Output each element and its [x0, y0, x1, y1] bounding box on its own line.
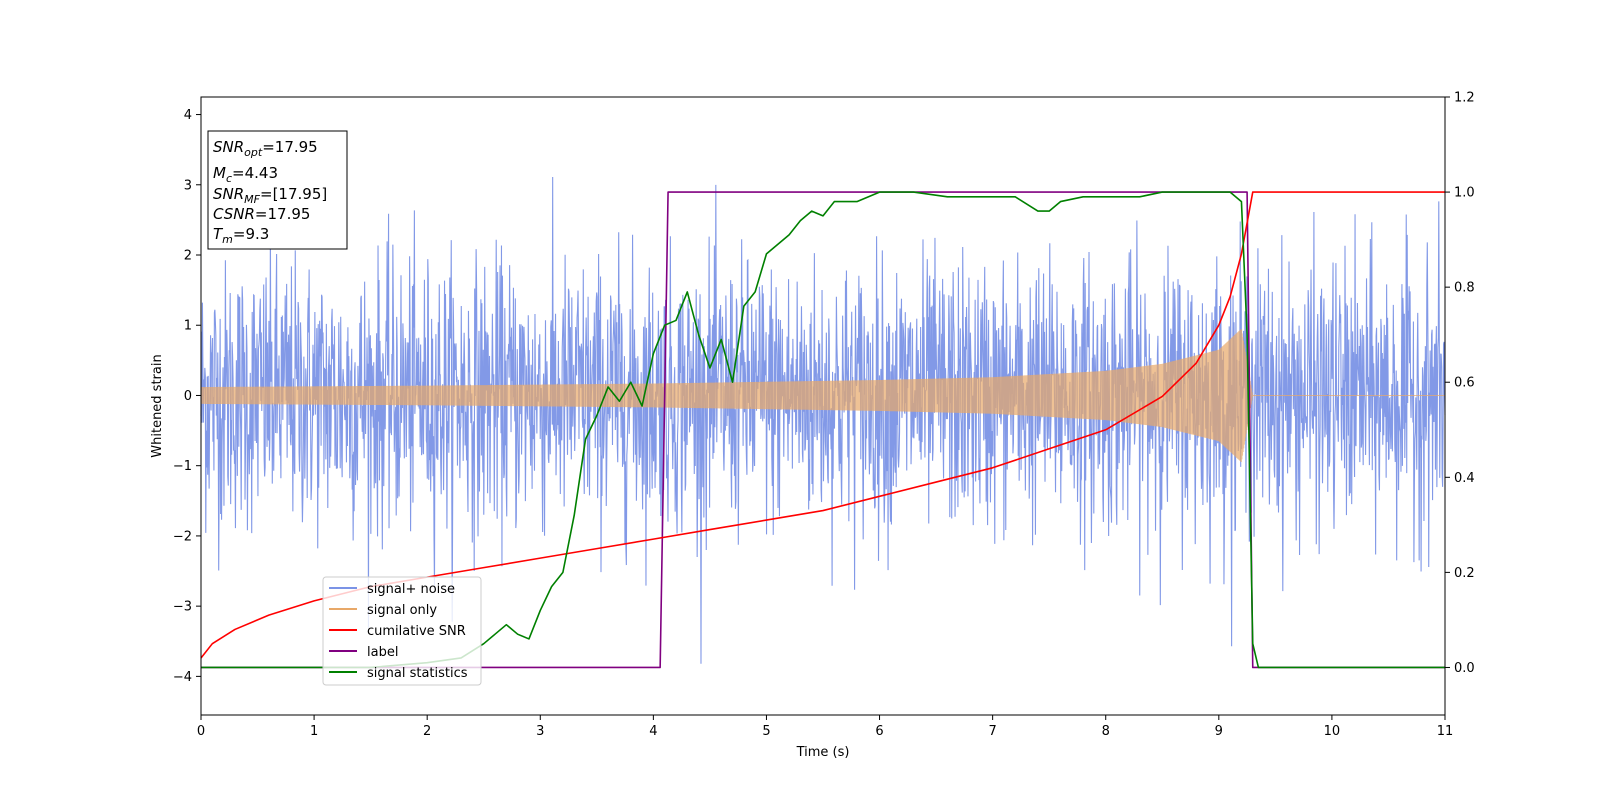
x-tick-label: 9 — [1215, 724, 1223, 739]
x-tick-label: 3 — [536, 724, 544, 739]
x-tick-label: 6 — [875, 724, 883, 739]
y-right-tick-label: 0.0 — [1454, 661, 1475, 676]
x-tick-label: 1 — [310, 724, 318, 739]
annotation-mc-base: M — [213, 164, 226, 182]
annotation-csnr-base: CSNR — [213, 205, 255, 223]
annotation-tm-base: T — [213, 225, 224, 243]
annotation-snr-opt-base: SNR — [213, 138, 244, 156]
legend-label-label: label — [367, 645, 398, 660]
y-right-tick-label: 0.4 — [1454, 471, 1475, 486]
annotation-box: SNRopt=17.95 Mc=4.43 SNRMF=[17.95] CSNR=… — [207, 130, 348, 250]
y-left-tick-label: −2 — [173, 529, 192, 544]
annotation-mc-value: =4.43 — [232, 164, 278, 182]
x-tick-label: 7 — [988, 724, 996, 739]
annotation-snr-mf: SNRMF=[17.95] — [213, 185, 327, 206]
x-tick-label: 2 — [423, 724, 431, 739]
signal-statistics-line — [201, 191, 1445, 669]
legend-frame — [322, 576, 482, 686]
y-right-tick-label: 1.2 — [1454, 91, 1475, 106]
annotation-snr-opt: SNRopt=17.95 — [213, 138, 318, 159]
y-axis-right: 0.0 0.2 0.4 0.6 0.8 1.0 1.2 — [1445, 91, 1475, 676]
annotation-snr-opt-value: =17.95 — [262, 138, 318, 156]
annotation-snr-mf-base: SNR — [213, 185, 244, 203]
annotation-tm-value: =9.3 — [233, 225, 269, 243]
legend-label-signal-only: signal only — [367, 603, 437, 618]
legend-label-signal-noise: signal+ noise — [367, 582, 455, 597]
signal-only-line — [200, 329, 1445, 463]
y-right-tick-label: 1.0 — [1454, 186, 1475, 201]
annotation-mc: Mc=4.43 — [213, 164, 278, 185]
plot-frame — [200, 96, 1446, 716]
y-left-tick-label: 0 — [184, 389, 192, 404]
x-axis-label: Time (s) — [796, 745, 850, 760]
y-left-tick-label: −3 — [173, 600, 192, 615]
legend-label-cumulative-snr: cumilative SNR — [367, 624, 466, 639]
x-tick-label: 10 — [1324, 724, 1341, 739]
y-left-tick-label: 3 — [184, 178, 192, 193]
y-left-tick-label: 4 — [184, 108, 192, 123]
y-left-tick-label: −4 — [173, 670, 192, 685]
annotation-csnr-value: =17.95 — [255, 205, 311, 223]
annotation-tm: Tm=9.3 — [213, 225, 269, 246]
x-tick-label: 11 — [1437, 724, 1454, 739]
y-axis-label: Whitened strain — [150, 354, 165, 457]
y-right-tick-label: 0.8 — [1454, 281, 1475, 296]
annotation-mc-sub: c — [226, 172, 232, 185]
y-right-tick-label: 0.2 — [1454, 566, 1475, 581]
y-left-tick-label: 2 — [184, 249, 192, 264]
annotation-snr-mf-value: =[17.95] — [260, 185, 327, 203]
x-tick-label: 4 — [649, 724, 657, 739]
y-right-tick-label: 0.6 — [1454, 376, 1475, 391]
signal-only-series — [200, 329, 1445, 463]
x-axis: 0 1 2 3 4 5 6 7 8 9 10 11 — [197, 715, 1453, 739]
annotation-snr-mf-sub: MF — [244, 193, 260, 206]
legend: signal+ noise signal only cumilative SNR… — [322, 576, 482, 686]
y-axis-left: −4 −3 −2 −1 0 1 2 3 4 — [173, 108, 201, 685]
x-tick-label: 5 — [762, 724, 770, 739]
annotation-frame — [207, 130, 348, 250]
annotation-csnr: CSNR=17.95 — [213, 205, 310, 223]
annotation-tm-sub: m — [222, 233, 233, 246]
x-tick-label: 8 — [1102, 724, 1110, 739]
x-tick-label: 0 — [197, 724, 205, 739]
y-left-tick-label: −1 — [173, 459, 192, 474]
legend-label-signal-statistics: signal statistics — [367, 666, 468, 681]
y-left-tick-label: 1 — [184, 319, 192, 334]
annotation-snr-opt-sub: opt — [244, 146, 263, 159]
